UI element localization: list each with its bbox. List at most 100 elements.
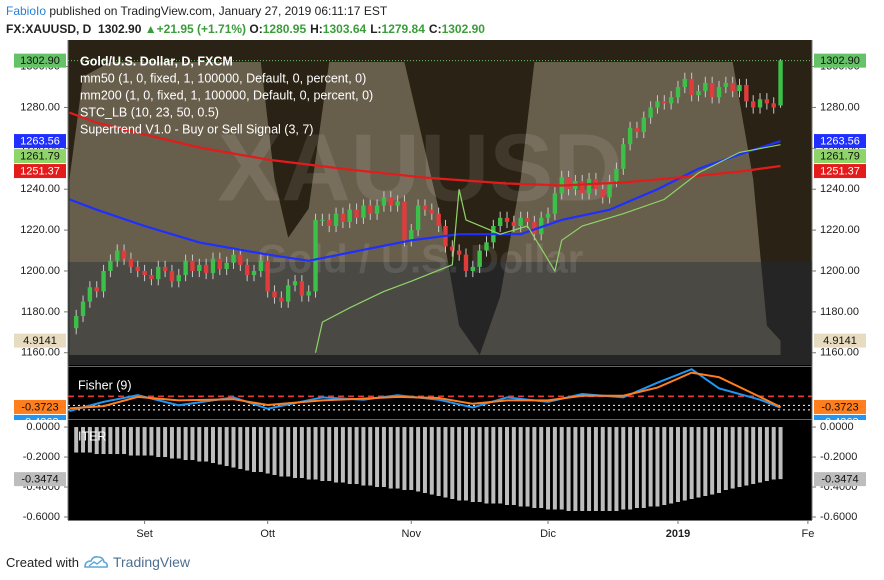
candle-body bbox=[368, 205, 373, 214]
candle-body bbox=[668, 97, 674, 104]
candle-body bbox=[778, 60, 783, 106]
arrow: ▲ bbox=[144, 22, 157, 36]
price-tag-label: -0.3474 bbox=[821, 474, 858, 486]
candle-body bbox=[238, 254, 243, 265]
candle-body bbox=[313, 219, 318, 292]
price-tag bbox=[14, 164, 66, 179]
price-tag bbox=[14, 134, 66, 149]
candle-body bbox=[374, 205, 380, 214]
brand[interactable]: TradingView bbox=[112, 554, 191, 570]
candle-body bbox=[210, 258, 216, 274]
legend-entry: STC_LB (10, 23, 50, 0.5) bbox=[80, 105, 219, 119]
y-tick-label: 1220.00 bbox=[820, 224, 860, 236]
candle-body bbox=[744, 84, 749, 102]
candle-body bbox=[156, 266, 161, 280]
y-tick-label: 0.0000 bbox=[820, 421, 854, 433]
histogram-bar bbox=[252, 427, 256, 473]
price-tag bbox=[14, 333, 66, 348]
histogram-bar bbox=[156, 427, 161, 458]
ohlc-label: O: bbox=[249, 22, 263, 36]
histogram-bar bbox=[600, 427, 605, 512]
candle-body bbox=[600, 189, 605, 198]
price-tag bbox=[14, 149, 66, 164]
candle-body bbox=[586, 178, 592, 194]
histogram-bar bbox=[217, 427, 222, 465]
candle-body bbox=[80, 301, 86, 316]
histogram-bar bbox=[258, 427, 263, 473]
candle-body bbox=[627, 127, 633, 145]
candle-body bbox=[703, 82, 708, 92]
candle-body bbox=[285, 285, 291, 302]
x-tick-label: Set bbox=[136, 528, 153, 540]
histogram-bar bbox=[593, 427, 598, 512]
candle-body bbox=[258, 260, 264, 271]
candle-body bbox=[511, 221, 517, 227]
candle-body bbox=[224, 262, 229, 269]
histogram-bar bbox=[450, 427, 455, 500]
price-tag bbox=[814, 149, 866, 164]
candle-body bbox=[197, 264, 202, 271]
histogram-bar bbox=[74, 427, 79, 453]
price-tag bbox=[14, 399, 66, 414]
author[interactable]: FabioIo bbox=[6, 4, 47, 18]
price-tag-label: -0.4363 bbox=[21, 416, 58, 428]
candle-body bbox=[395, 201, 400, 206]
logo bbox=[84, 556, 108, 568]
y-tick-label: 1160.00 bbox=[820, 347, 859, 359]
ohlc-value: 1280.95 bbox=[262, 22, 307, 36]
legend-title: Gold/U.S. Dollar, D, FXCM bbox=[80, 54, 233, 68]
pane-title: ITER bbox=[78, 429, 106, 443]
histogram-bar bbox=[580, 427, 585, 512]
histogram-bar bbox=[87, 427, 92, 453]
candle-body bbox=[675, 87, 681, 98]
price-tag bbox=[814, 134, 866, 149]
histogram-bar bbox=[135, 427, 140, 456]
histogram-bar bbox=[669, 427, 674, 504]
candle-body bbox=[415, 205, 421, 231]
candle-body bbox=[115, 250, 120, 261]
price-tag-label: 1261.79 bbox=[20, 150, 60, 162]
candle-body bbox=[450, 246, 455, 251]
ohlc-value: 1302.90 bbox=[441, 22, 485, 36]
change: +21.95 (+1.71%) bbox=[156, 22, 247, 36]
ohlc-label: C: bbox=[428, 22, 442, 36]
candle-body bbox=[135, 266, 140, 271]
histogram-bar bbox=[539, 427, 544, 509]
histogram-bar bbox=[402, 427, 407, 491]
candle-body bbox=[265, 260, 270, 292]
candle-body bbox=[484, 242, 489, 251]
ohlc-label: H: bbox=[310, 22, 323, 36]
y-tick-label: 0.0000 bbox=[26, 421, 60, 433]
footer: Created with TradingView bbox=[6, 554, 190, 570]
y-tick-label: 1160.00 bbox=[21, 347, 60, 359]
y-tick-label: -0.6000 bbox=[820, 511, 857, 523]
indicator-line bbox=[69, 111, 781, 187]
histogram-bar bbox=[429, 427, 434, 495]
y-tick-label: 1240.00 bbox=[820, 183, 860, 195]
candle-body bbox=[655, 101, 660, 108]
histogram-bar bbox=[491, 427, 496, 504]
candle-body bbox=[327, 219, 332, 227]
candle-body bbox=[518, 217, 523, 227]
price-tag bbox=[814, 472, 866, 487]
candle-body bbox=[244, 264, 250, 276]
price-tags: 1302.90 1302.90 1263.56 1263.56 1261.79 1261.… bbox=[14, 53, 866, 348]
histogram-bar bbox=[744, 427, 749, 486]
candle-body bbox=[361, 205, 366, 218]
histogram-bar bbox=[313, 427, 318, 480]
histogram-bar bbox=[204, 427, 209, 462]
price-tag-label: 4.9141 bbox=[823, 335, 857, 347]
candle-body bbox=[251, 270, 257, 276]
created-with: Created with bbox=[6, 554, 79, 570]
histogram-bar bbox=[764, 427, 769, 482]
price-tag bbox=[814, 333, 866, 348]
histogram-bar bbox=[279, 427, 284, 477]
candle-body bbox=[716, 87, 722, 98]
histogram-bar bbox=[347, 427, 352, 485]
price-tag bbox=[814, 164, 866, 179]
price-tag bbox=[14, 53, 66, 68]
x-tick-label: 2019 bbox=[666, 528, 690, 540]
x-tick-label: Dic bbox=[540, 528, 556, 540]
candle-body bbox=[94, 287, 99, 292]
